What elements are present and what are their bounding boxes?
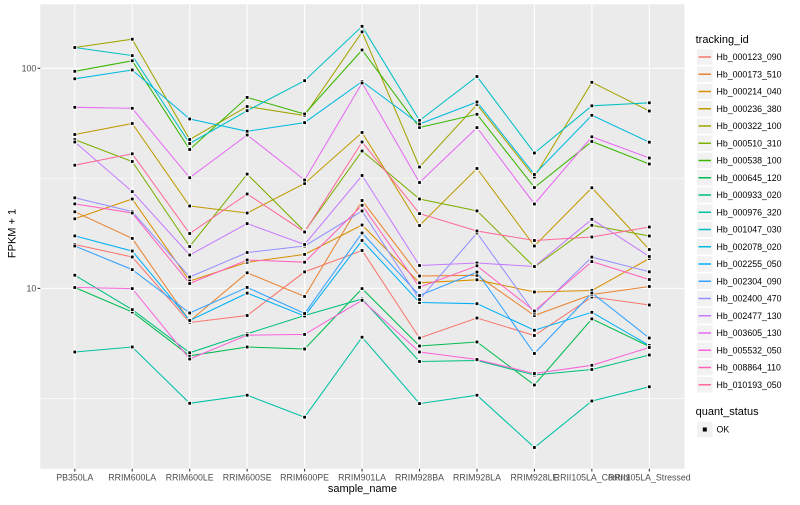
svg-text:Hb_002304_090: Hb_002304_090 (717, 276, 782, 286)
svg-text:Hb_010193_050: Hb_010193_050 (717, 380, 782, 390)
svg-text:Hb_000123_090: Hb_000123_090 (717, 52, 782, 62)
svg-text:Hb_000645_120: Hb_000645_120 (717, 173, 782, 183)
svg-text:Hb_000173_510: Hb_000173_510 (717, 69, 782, 79)
svg-text:Hb_002477_130: Hb_002477_130 (717, 311, 782, 321)
svg-text:100: 100 (22, 63, 37, 73)
svg-text:RRIM928LE: RRIM928LE (510, 472, 558, 482)
svg-text:Hb_000976_320: Hb_000976_320 (717, 207, 782, 217)
svg-text:Hb_001047_030: Hb_001047_030 (717, 225, 782, 235)
svg-text:OK: OK (717, 425, 730, 435)
svg-text:Hb_000236_380: Hb_000236_380 (717, 104, 782, 114)
svg-text:Hb_002078_020: Hb_002078_020 (717, 242, 782, 252)
svg-text:Hb_000510_310: Hb_000510_310 (717, 138, 782, 148)
svg-text:10: 10 (27, 283, 37, 293)
svg-text:RRIM600SE: RRIM600SE (223, 472, 272, 482)
svg-text:quant_status: quant_status (696, 406, 759, 418)
svg-text:Hb_000933_020: Hb_000933_020 (717, 190, 782, 200)
svg-text:RRIM600LE: RRIM600LE (166, 472, 214, 482)
svg-text:Hb_002400_470: Hb_002400_470 (717, 294, 782, 304)
svg-text:RRIM901LA: RRIM901LA (338, 472, 386, 482)
svg-text:RRII105LA_Control: RRII105LA_Control (554, 472, 630, 482)
svg-text:Hb_000214_040: Hb_000214_040 (717, 87, 782, 97)
svg-text:RRIM928LA: RRIM928LA (453, 472, 501, 482)
svg-text:Hb_003605_130: Hb_003605_130 (717, 328, 782, 338)
svg-text:FPKM + 1: FPKM + 1 (7, 209, 19, 258)
svg-text:Hb_000538_100: Hb_000538_100 (717, 156, 782, 166)
svg-text:RRIM600LA: RRIM600LA (108, 472, 156, 482)
svg-text:Hb_008864_110: Hb_008864_110 (717, 363, 782, 373)
svg-text:Hb_005532_050: Hb_005532_050 (717, 345, 782, 355)
svg-text:PB350LA: PB350LA (56, 472, 93, 482)
svg-text:Hb_002255_050: Hb_002255_050 (717, 259, 782, 269)
svg-text:Hb_000322_100: Hb_000322_100 (717, 121, 782, 131)
svg-text:sample_name: sample_name (328, 483, 397, 495)
svg-text:RRIM600PE: RRIM600PE (280, 472, 329, 482)
svg-text:tracking_id: tracking_id (696, 34, 749, 46)
svg-text:RRII105LA_Stressed: RRII105LA_Stressed (608, 472, 691, 482)
svg-text:RRIM928BA: RRIM928BA (395, 472, 444, 482)
